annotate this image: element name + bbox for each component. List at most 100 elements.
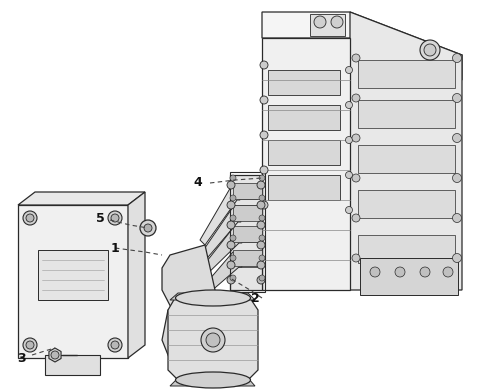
Polygon shape: [268, 140, 340, 165]
Polygon shape: [198, 207, 241, 263]
Circle shape: [260, 166, 268, 174]
Circle shape: [260, 61, 268, 69]
Polygon shape: [358, 100, 455, 128]
Circle shape: [352, 54, 360, 62]
Polygon shape: [233, 226, 262, 242]
Circle shape: [23, 211, 37, 225]
Circle shape: [346, 101, 352, 108]
Circle shape: [352, 174, 360, 182]
Polygon shape: [168, 298, 258, 380]
Circle shape: [257, 201, 265, 209]
Circle shape: [259, 195, 265, 201]
Text: 3: 3: [18, 351, 26, 365]
Polygon shape: [162, 245, 215, 315]
Circle shape: [257, 276, 265, 284]
Circle shape: [346, 206, 352, 213]
Circle shape: [420, 40, 440, 60]
Circle shape: [370, 267, 380, 277]
Circle shape: [111, 341, 119, 349]
Circle shape: [352, 214, 360, 222]
Circle shape: [260, 96, 268, 104]
Circle shape: [108, 338, 122, 352]
Circle shape: [257, 241, 265, 249]
Circle shape: [230, 235, 236, 241]
Polygon shape: [358, 190, 455, 218]
Circle shape: [443, 267, 453, 277]
Circle shape: [144, 224, 152, 232]
Circle shape: [453, 254, 461, 262]
Circle shape: [314, 16, 326, 28]
Circle shape: [227, 261, 235, 269]
Polygon shape: [358, 60, 455, 88]
Polygon shape: [262, 12, 462, 80]
Circle shape: [259, 275, 265, 281]
Polygon shape: [310, 14, 345, 36]
Text: 1: 1: [110, 241, 120, 255]
Polygon shape: [235, 228, 257, 242]
Circle shape: [352, 254, 360, 262]
Circle shape: [23, 338, 37, 352]
Circle shape: [206, 333, 220, 347]
Polygon shape: [196, 228, 242, 280]
Polygon shape: [45, 355, 100, 375]
Polygon shape: [268, 105, 340, 130]
Circle shape: [26, 214, 34, 222]
Circle shape: [259, 255, 265, 261]
Ellipse shape: [176, 290, 251, 306]
Circle shape: [111, 214, 119, 222]
Polygon shape: [235, 253, 257, 267]
Polygon shape: [162, 310, 225, 360]
Polygon shape: [196, 252, 242, 300]
Circle shape: [257, 221, 265, 229]
Polygon shape: [268, 70, 340, 95]
Polygon shape: [350, 12, 462, 290]
Circle shape: [227, 241, 235, 249]
Text: 2: 2: [251, 291, 259, 305]
Circle shape: [230, 255, 236, 261]
Circle shape: [230, 215, 236, 221]
Polygon shape: [358, 145, 455, 173]
Circle shape: [257, 261, 265, 269]
Circle shape: [51, 351, 59, 359]
Circle shape: [260, 131, 268, 139]
Polygon shape: [358, 235, 455, 263]
Circle shape: [420, 267, 430, 277]
Circle shape: [140, 220, 156, 236]
Polygon shape: [200, 185, 240, 245]
Circle shape: [260, 201, 268, 209]
Circle shape: [259, 235, 265, 241]
Circle shape: [453, 53, 461, 62]
Circle shape: [346, 172, 352, 179]
Polygon shape: [233, 183, 262, 199]
Circle shape: [259, 215, 265, 221]
Polygon shape: [128, 192, 145, 358]
Circle shape: [352, 134, 360, 142]
Polygon shape: [18, 205, 128, 358]
Polygon shape: [233, 205, 262, 221]
Polygon shape: [230, 175, 262, 290]
Circle shape: [453, 213, 461, 223]
Circle shape: [257, 181, 265, 189]
Polygon shape: [38, 250, 108, 300]
Circle shape: [453, 174, 461, 183]
Circle shape: [26, 341, 34, 349]
Circle shape: [227, 276, 235, 284]
Circle shape: [331, 16, 343, 28]
Circle shape: [424, 44, 436, 56]
Circle shape: [352, 94, 360, 102]
Circle shape: [201, 328, 225, 352]
Polygon shape: [360, 258, 458, 295]
Circle shape: [227, 181, 235, 189]
Circle shape: [108, 211, 122, 225]
Polygon shape: [170, 378, 255, 386]
Circle shape: [227, 221, 235, 229]
Circle shape: [395, 267, 405, 277]
Circle shape: [230, 275, 236, 281]
Circle shape: [230, 175, 236, 181]
Circle shape: [227, 201, 235, 209]
Polygon shape: [268, 175, 340, 200]
Polygon shape: [235, 205, 257, 219]
Polygon shape: [49, 348, 61, 362]
Polygon shape: [233, 250, 262, 266]
Circle shape: [453, 133, 461, 142]
